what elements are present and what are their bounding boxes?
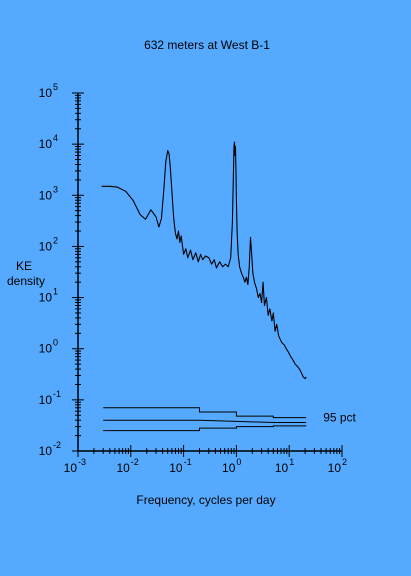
- y-tick-base: 10: [39, 86, 53, 100]
- axes: [77, 93, 342, 452]
- x-tick-label: 10 -3: [64, 457, 86, 475]
- y-tick-base: 10: [39, 393, 53, 407]
- y-tick-base: 10: [39, 444, 53, 458]
- x-tick-base: 10: [222, 461, 236, 475]
- x-tick-label: 10 1: [275, 457, 294, 475]
- y-tick-label: 10 5: [39, 82, 58, 100]
- confidence-interval: 95 pct: [103, 407, 357, 432]
- y-tick-exponent: 5: [53, 82, 58, 92]
- y-tick-label: 10 -2: [39, 440, 61, 458]
- spectrum-series-line: [101, 141, 307, 380]
- y-tick-base: 10: [39, 291, 53, 305]
- y-tick-exponent: 0: [53, 338, 58, 348]
- x-tick-exponent: -1: [184, 457, 192, 467]
- x-tick-exponent: 1: [289, 457, 294, 467]
- x-tick-label: 10 -1: [169, 457, 191, 475]
- y-tick-exponent: 3: [53, 184, 58, 194]
- series-group: [101, 141, 307, 380]
- y-tick-base: 10: [39, 342, 53, 356]
- x-tick-base: 10: [64, 461, 78, 475]
- x-tick-label: 10 -2: [116, 457, 138, 475]
- confidence-line: [103, 425, 307, 432]
- x-axis-label: Frequency, cycles per day: [136, 493, 275, 507]
- x-tick-exponent: -3: [78, 457, 86, 467]
- x-tick-base: 10: [116, 461, 130, 475]
- x-tick-exponent: 0: [236, 457, 241, 467]
- y-tick-exponent: 1: [53, 287, 58, 297]
- confidence-line: [103, 407, 307, 419]
- x-tick-base: 10: [275, 461, 289, 475]
- x-tick-base: 10: [328, 461, 342, 475]
- x-tick-label: 10 0: [222, 457, 241, 475]
- y-tick-label: 10 3: [39, 184, 58, 202]
- y-tick-base: 10: [39, 188, 53, 202]
- y-tick-label: 10 0: [39, 338, 58, 356]
- y-tick-label: 10 4: [39, 133, 58, 151]
- x-tick-exponent: -2: [131, 457, 139, 467]
- y-tick-label: 10 1: [39, 287, 58, 305]
- y-tick-exponent: 2: [53, 235, 58, 245]
- x-tick-exponent: 2: [342, 457, 347, 467]
- y-tick-label: 10 2: [39, 235, 58, 253]
- confidence-label: 95 pct: [323, 411, 356, 425]
- x-tick-label: 10 2: [328, 457, 347, 475]
- confidence-line: [103, 419, 307, 424]
- y-tick-base: 10: [39, 239, 53, 253]
- x-tick-base: 10: [169, 461, 183, 475]
- y-axis-label-line-2: density: [7, 274, 45, 288]
- y-tick-exponent: -1: [53, 389, 61, 399]
- y-tick-base: 10: [39, 137, 53, 151]
- y-tick-exponent: 4: [53, 133, 58, 143]
- y-axis-label-line-1: KE: [16, 259, 32, 273]
- chart-title: 632 meters at West B-1: [144, 38, 270, 52]
- y-tick-exponent: -2: [53, 440, 61, 450]
- y-tick-label: 10 -1: [39, 389, 61, 407]
